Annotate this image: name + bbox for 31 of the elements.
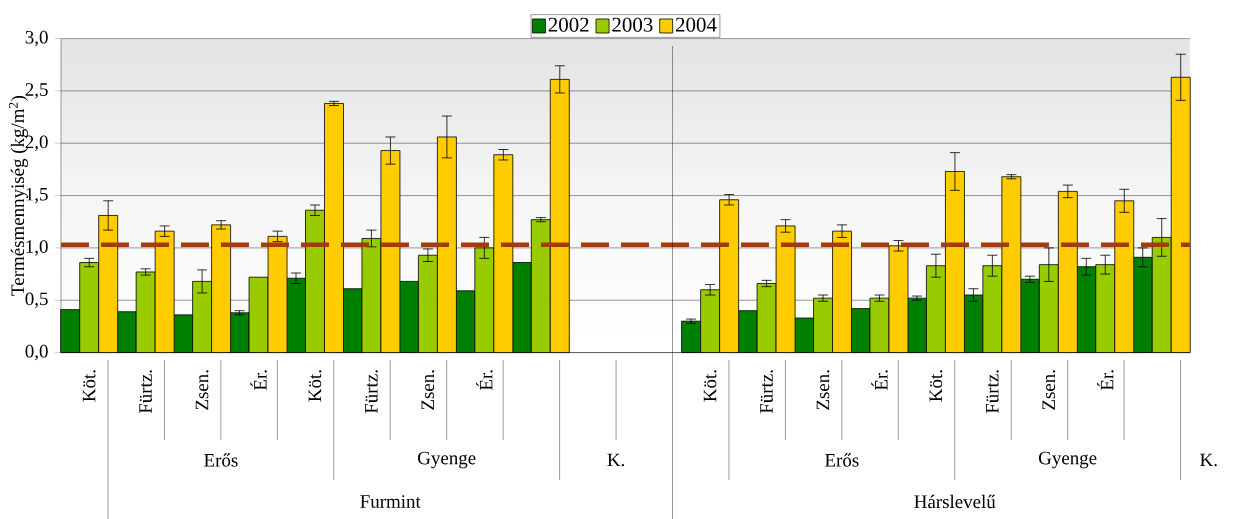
x-tick-label: Ér. bbox=[871, 370, 888, 391]
x-tick-label: Zsen. bbox=[195, 370, 209, 410]
y-tick-label: 1,0 bbox=[26, 240, 48, 256]
text: Erős bbox=[204, 453, 238, 467]
legend-label: 2002 bbox=[548, 17, 589, 32]
text: Gyenge bbox=[1039, 451, 1097, 469]
text: Hárslevelű bbox=[914, 494, 996, 509]
x-tick-label: Fürtz. bbox=[365, 370, 378, 414]
text: K. bbox=[607, 453, 625, 467]
x-tick-label: Fürtz. bbox=[139, 370, 152, 414]
x-tick-label: Ér. bbox=[476, 370, 493, 391]
text: Gyenge bbox=[418, 451, 476, 469]
x-tick-label: Zsen. bbox=[1042, 370, 1056, 410]
text: Furmint bbox=[360, 495, 421, 508]
text: Erős bbox=[825, 453, 859, 467]
x-tick-label: Köt. bbox=[308, 370, 322, 402]
text: K. bbox=[1200, 453, 1217, 467]
x-tick-label: Fürtz. bbox=[760, 370, 773, 414]
x-tick-label: Fürtz. bbox=[986, 370, 999, 414]
x-tick-label: Köt. bbox=[82, 370, 96, 402]
legend-label: 2003 bbox=[612, 17, 653, 32]
x-tick-label: Köt. bbox=[929, 370, 943, 402]
x-tick-label: Ér. bbox=[1097, 370, 1114, 391]
x-tick-label: Ér. bbox=[250, 370, 267, 391]
legend-label: 2004 bbox=[675, 17, 717, 32]
x-tick-label: Zsen. bbox=[421, 370, 435, 410]
x-tick-label: Köt. bbox=[703, 370, 717, 402]
y-tick-label: 0,0 bbox=[25, 344, 48, 361]
y-tick-label: 1,5 bbox=[26, 187, 48, 204]
x-tick-label: Zsen. bbox=[816, 370, 830, 410]
y-tick-label: 3,0 bbox=[25, 30, 48, 47]
